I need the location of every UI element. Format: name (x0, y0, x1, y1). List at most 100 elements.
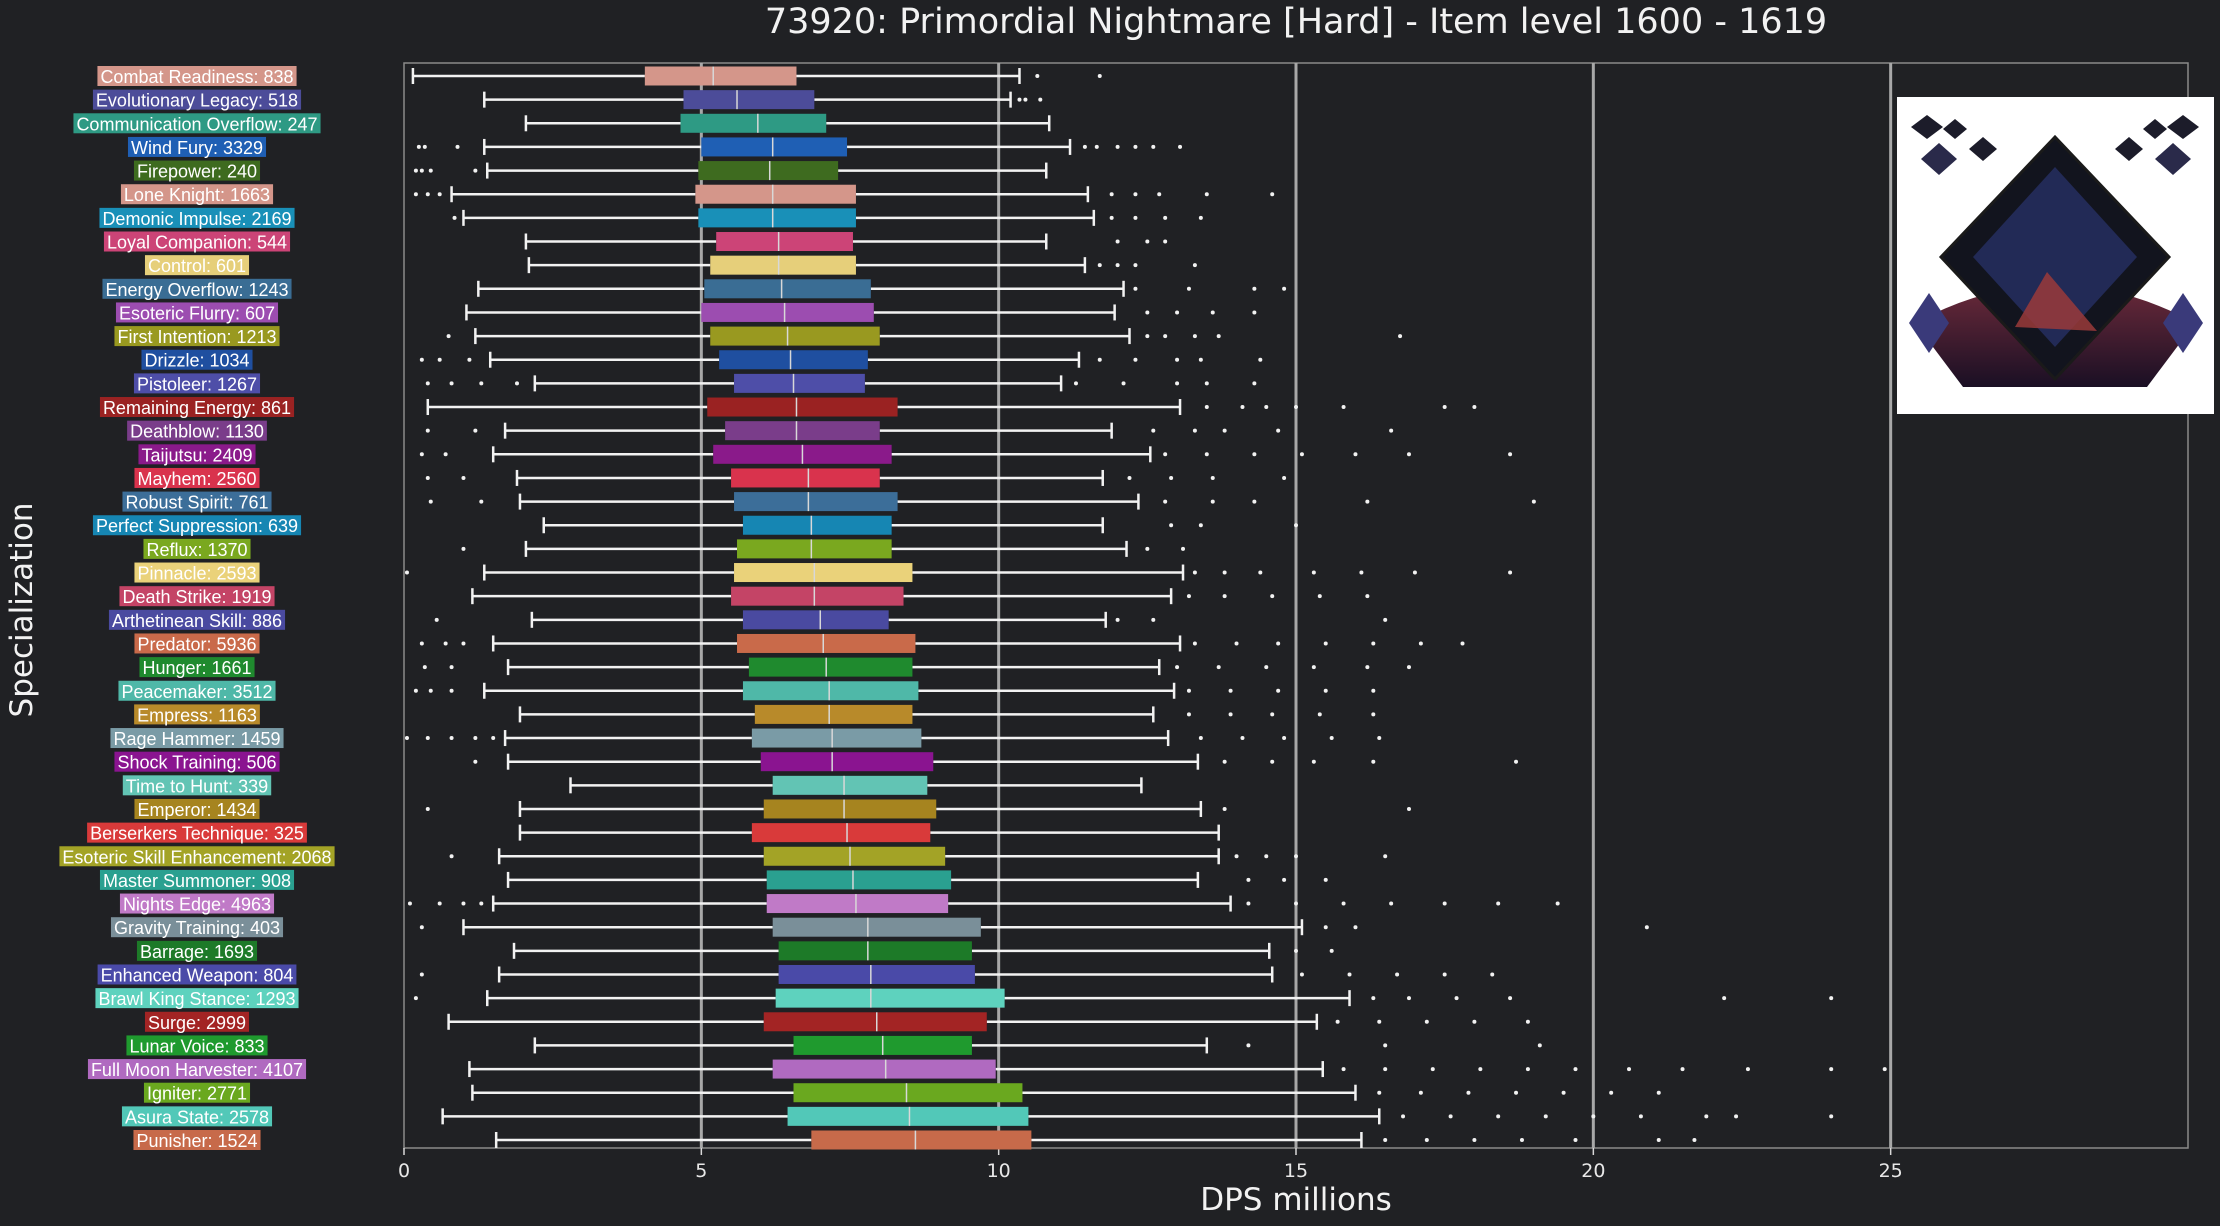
outlier-point (1311, 665, 1316, 670)
outlier-point (1151, 617, 1156, 622)
outlier-point (1371, 641, 1376, 646)
category-label-background (134, 562, 260, 583)
category-label: Enhanced Weapon: 804 (97, 964, 297, 985)
box (766, 870, 952, 890)
outlier-point (1073, 381, 1078, 386)
outlier-point (1353, 925, 1358, 930)
outlier-point (1454, 996, 1459, 1001)
outlier-point (1525, 1067, 1530, 1072)
category-label: Nights Edge: 4963 (119, 893, 275, 915)
category-label: Master Summoner: 908 (99, 869, 295, 891)
category-label: Perfect Suppression: 639 (92, 515, 302, 536)
outlier-point (1323, 641, 1328, 646)
category-label: First Intention: 1213 (114, 326, 280, 347)
outlier-point (413, 192, 418, 197)
outlier-point (461, 641, 466, 646)
outlier-point (1186, 712, 1191, 717)
box (683, 90, 815, 110)
outlier-point (407, 901, 412, 906)
category-label-text: Arthetinean Skill: 886 (112, 611, 282, 631)
category-label-text: Pinnacle: 2593 (137, 564, 256, 584)
outlier-point (1680, 1067, 1685, 1072)
box (725, 421, 880, 441)
outlier-point (1240, 405, 1245, 410)
category-label-text: Peacemaker: 3512 (121, 682, 272, 702)
category-label: Death Strike: 1919 (119, 586, 275, 607)
category-label-background (114, 326, 280, 347)
outlier-point (1210, 499, 1215, 504)
category-label-background (134, 704, 260, 725)
box (772, 1059, 996, 1079)
outlier-point (461, 546, 466, 551)
outlier-point (1311, 759, 1316, 764)
category-label: Esoteric Skill Enhancement: 2068 (59, 846, 335, 867)
outlier-point (1163, 215, 1168, 220)
category-label-text: Empress: 1163 (137, 705, 257, 725)
outlier-point (1204, 381, 1209, 386)
category-label-text: Igniter: 2771 (147, 1084, 247, 1104)
box (763, 846, 946, 866)
outlier-point (1365, 594, 1370, 599)
chart-title: 73920: Primordial Nightmare [Hard] - Ite… (764, 2, 1828, 42)
category-label: Punisher: 1524 (133, 1130, 261, 1151)
outlier-point (1561, 1090, 1566, 1095)
outlier-point (473, 168, 478, 173)
category-label-text: Punisher: 1524 (136, 1131, 257, 1151)
outlier-point (1531, 499, 1536, 504)
box (698, 161, 839, 181)
category-label-background (99, 397, 295, 418)
category-label: Barrage: 1693 (136, 940, 258, 962)
category-label-text: Gravity Training: 403 (114, 918, 280, 938)
outlier-point (1294, 523, 1298, 528)
outlier-point (1133, 144, 1138, 149)
outlier-point (1246, 1043, 1251, 1048)
outlier-point (1192, 263, 1197, 268)
box (775, 988, 1005, 1008)
outlier-point (1163, 452, 1168, 457)
category-label-text: Nights Edge: 4963 (123, 895, 271, 915)
box (751, 728, 922, 748)
category-label: Esoteric Flurry: 607 (115, 302, 279, 323)
outlier-point (1198, 736, 1203, 741)
category-label-background (144, 1011, 250, 1032)
outlier-point (1282, 286, 1287, 291)
outlier-point (1198, 523, 1203, 528)
category-label-background (127, 136, 267, 157)
y-axis-label: Specialization (4, 502, 40, 718)
category-label-background (141, 349, 253, 370)
box (701, 302, 874, 322)
outlier-point (1537, 1043, 1542, 1048)
category-label: Drizzle: 1034 (141, 349, 253, 371)
box (787, 1106, 1029, 1126)
outlier-point (428, 688, 433, 693)
outlier-point (1294, 948, 1298, 953)
category-label: Emperor: 1434 (134, 798, 260, 820)
outlier-point (422, 144, 427, 149)
outlier-point (1722, 996, 1727, 1001)
outlier-point (1609, 1090, 1614, 1095)
outlier-point (1371, 996, 1376, 1001)
category-label-background (127, 420, 267, 441)
box (734, 563, 913, 583)
outlier-point (1638, 1114, 1643, 1119)
category-label: Communication Overflow: 247 (73, 113, 321, 134)
category-label: Shock Training: 506 (114, 751, 280, 773)
outlier-point (1133, 357, 1138, 362)
outlier-point (1398, 334, 1403, 339)
category-label-text: Death Strike: 1919 (122, 587, 271, 607)
outlier-point (1151, 144, 1156, 149)
box (742, 610, 889, 630)
outlier-point (1389, 428, 1394, 433)
outlier-point (419, 641, 424, 646)
outlier-point (1347, 972, 1352, 977)
x-tick-label: 25 (1879, 1160, 1903, 1182)
category-label: Berserkers Technique: 325 (87, 822, 307, 844)
category-label-background (134, 798, 260, 819)
outlier-point (1258, 357, 1263, 362)
outlier-point (1097, 74, 1102, 78)
outlier-point (1383, 854, 1388, 859)
box (760, 752, 934, 772)
outlier-point (1829, 996, 1834, 1001)
box (731, 468, 880, 488)
outlier-point (443, 641, 448, 646)
